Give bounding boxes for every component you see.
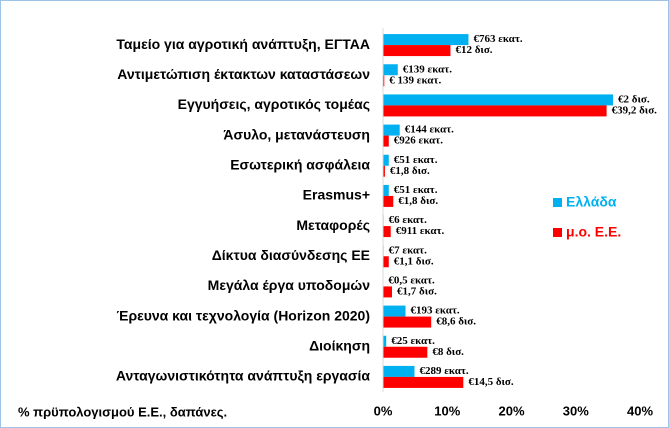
legend-swatch — [553, 228, 562, 237]
bar — [383, 226, 391, 238]
data-label: €139 εκατ. — [403, 63, 452, 75]
bar — [383, 286, 392, 298]
data-label: €1,7 δισ. — [397, 285, 437, 297]
bar — [383, 184, 389, 196]
category-label: Μεγάλα έργα υποδομών — [208, 277, 371, 293]
legend-label: μ.ο. Ε.Ε. — [566, 224, 621, 240]
bar — [383, 64, 398, 76]
data-label: €6 εκατ. — [389, 214, 427, 226]
data-label: €8 δισ. — [432, 346, 464, 358]
legend-swatch — [553, 198, 562, 207]
bar — [383, 316, 432, 328]
data-label: € 139 εκατ. — [389, 74, 441, 86]
x-axis-label: % πρϋπολογισμού Ε.Ε., δαπάνες. — [18, 404, 227, 419]
data-label: €14,5 δισ. — [468, 376, 514, 388]
data-label: €25 εκατ. — [391, 335, 435, 347]
bar — [383, 34, 469, 46]
bar — [383, 335, 387, 347]
data-label: €911 εκατ. — [396, 225, 445, 237]
category-label: Αντιμετώπιση έκτακτων καταστάσεων — [117, 66, 370, 82]
category-label: Έρευνα και τεχνολογία (Horizon 2020) — [117, 307, 371, 323]
data-label: €1,8 δισ. — [390, 165, 430, 177]
data-label: €51 εκατ. — [394, 184, 438, 196]
x-tick-label: 40% — [627, 403, 653, 418]
data-label: €8,6 δισ. — [436, 316, 476, 328]
data-label: €12 δισ. — [455, 44, 492, 56]
data-label: €144 εκατ. — [405, 124, 454, 136]
data-label: €7 εκατ. — [389, 244, 427, 256]
data-label: €289 εκατ. — [419, 365, 468, 377]
category-label: Erasmus+ — [303, 187, 370, 203]
category-label: Ανταγωνιστικότητα ανάπτυξη εργασία — [116, 368, 370, 384]
data-label: €193 εκατ. — [410, 305, 459, 317]
bar — [383, 45, 451, 57]
x-tick-label: 20% — [498, 403, 524, 418]
bar — [383, 195, 394, 207]
data-label: €51 εκατ. — [394, 154, 438, 166]
category-label: Δίκτυα διασύνδεσης ΕΕ — [212, 247, 370, 263]
bar — [383, 135, 389, 147]
x-tick-label: 10% — [434, 403, 460, 418]
category-label: Ταμείο για αγροτική ανάπτυξη, ΕΓΤΑΑ — [116, 36, 370, 52]
bar — [383, 346, 428, 358]
bar — [383, 105, 607, 117]
data-label: €763 εκατ. — [473, 33, 522, 45]
data-label: €1,8 δισ. — [398, 195, 438, 207]
category-label: Διοίκηση — [309, 337, 370, 353]
bar — [383, 154, 389, 166]
data-label: €2 δισ. — [618, 93, 650, 105]
category-label: Εγγυήσεις, αγροτικός τομέας — [178, 96, 370, 112]
bar — [383, 75, 385, 87]
category-label: Άσυλο, μετανάστευση — [223, 126, 370, 142]
category-label: Μεταφορές — [296, 217, 370, 233]
data-label: €0,5 εκατ. — [388, 274, 435, 286]
bar — [383, 94, 614, 106]
bar — [383, 165, 385, 177]
bar — [383, 376, 464, 388]
data-label: €926 εκατ. — [394, 135, 443, 147]
bar — [383, 365, 415, 377]
data-label: €39,2 δισ. — [612, 104, 658, 116]
x-tick-label: 30% — [563, 403, 589, 418]
x-tick-label: 0% — [374, 403, 393, 418]
category-label: Εσωτερική ασφάλεια — [230, 156, 370, 172]
legend-label: Ελλάδα — [566, 194, 617, 210]
bar — [383, 124, 400, 136]
bar — [383, 256, 389, 268]
bar — [383, 305, 406, 317]
data-label: €1,1 δισ. — [394, 255, 434, 267]
